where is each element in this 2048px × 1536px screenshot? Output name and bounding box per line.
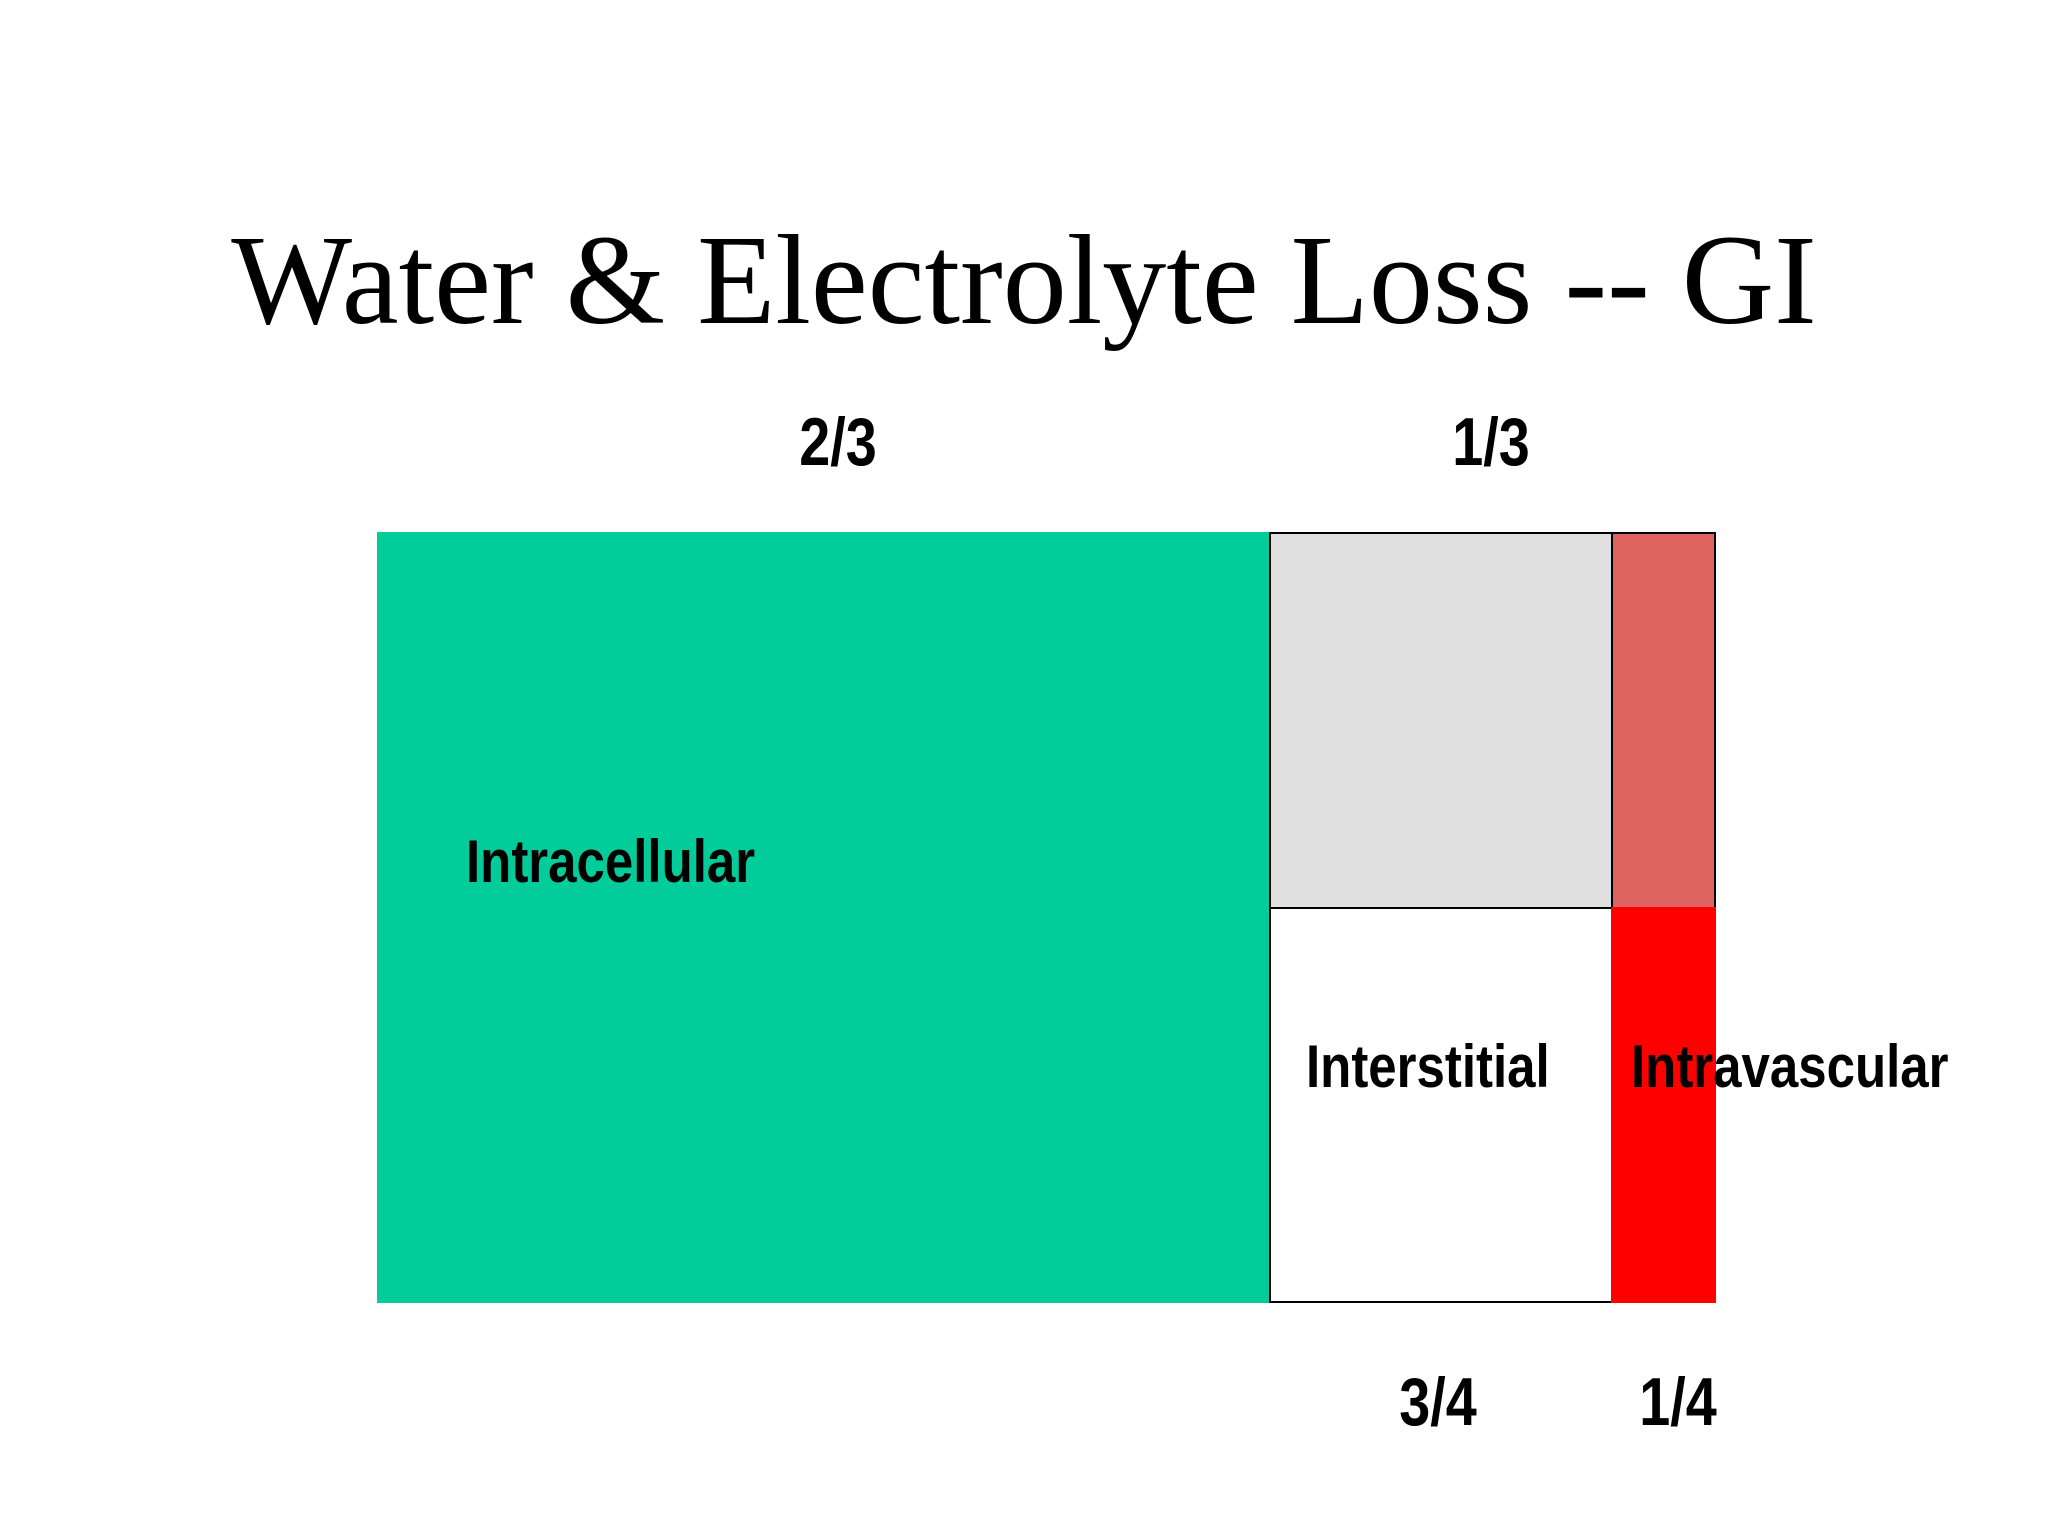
intravascular-label: Intravascular <box>1631 1033 1949 1100</box>
intracellular-fraction-label: 2/3 <box>799 404 877 480</box>
intracellular-label: Intracellular <box>466 828 756 895</box>
slide-title: Water & Electrolyte Loss -- GI <box>231 209 1817 351</box>
intravascular-lost-portion <box>1611 532 1716 909</box>
intravascular-fraction-label: 1/4 <box>1639 1364 1717 1440</box>
intracellular-compartment <box>377 532 1269 1303</box>
interstitial-lost-portion <box>1269 532 1613 909</box>
interstitial-fraction-label: 3/4 <box>1399 1364 1477 1440</box>
intravascular-compartment <box>1611 907 1716 1303</box>
extracellular-fraction-label: 1/3 <box>1452 404 1530 480</box>
interstitial-label: Interstitial <box>1306 1033 1550 1100</box>
interstitial-compartment <box>1269 907 1613 1303</box>
